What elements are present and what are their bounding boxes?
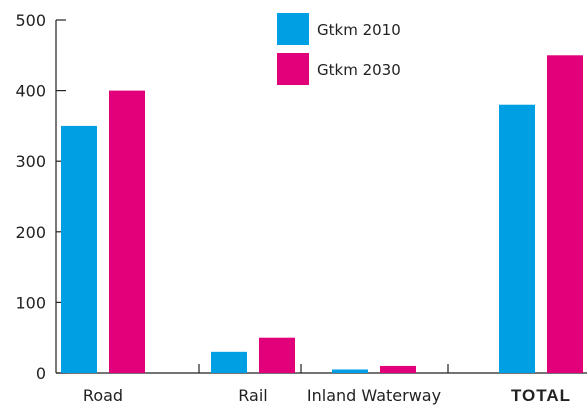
bar-rail-series-1 bbox=[211, 351, 247, 373]
legend-label-1: Gtkm 2010 bbox=[317, 21, 401, 39]
bar-road-series-1 bbox=[61, 125, 97, 374]
y-tick-label-0: 0 bbox=[36, 364, 46, 383]
y-tick-label-200: 200 bbox=[15, 223, 46, 242]
bar-road-series-2 bbox=[109, 90, 145, 373]
bar-inland-waterway-series-1 bbox=[332, 369, 368, 373]
legend: Gtkm 2010 Gtkm 2030 bbox=[277, 13, 401, 85]
category-label-rail: Rail bbox=[238, 386, 267, 405]
y-tick-label-100: 100 bbox=[15, 293, 46, 312]
y-tick-label-300: 300 bbox=[15, 152, 46, 171]
y-tick-label-400: 400 bbox=[15, 82, 46, 101]
category-label-total: TOTAL bbox=[511, 386, 571, 405]
category-label-road: Road bbox=[83, 386, 123, 405]
bar-total-series-2 bbox=[547, 55, 583, 374]
bars-group bbox=[61, 55, 583, 374]
legend-swatch-2 bbox=[277, 53, 309, 85]
y-axis: 0 100 200 300 400 500 bbox=[15, 11, 66, 383]
y-tick-label-500: 500 bbox=[15, 11, 46, 30]
category-label-inland-waterway: Inland Waterway bbox=[307, 386, 441, 405]
legend-label-2: Gtkm 2030 bbox=[317, 61, 401, 79]
bar-rail-series-2 bbox=[259, 337, 295, 373]
bar-total-series-1 bbox=[499, 104, 535, 373]
legend-swatch-1 bbox=[277, 13, 309, 45]
bar-inland-waterway-series-2 bbox=[380, 365, 416, 373]
x-axis: Road Rail Inland Waterway TOTAL bbox=[56, 364, 587, 405]
